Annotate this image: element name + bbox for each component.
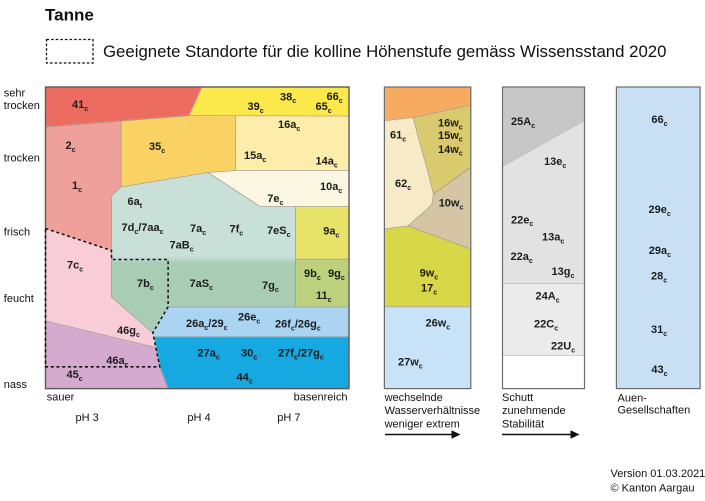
svg-text:7eSc: 7eSc [267,225,291,239]
svg-text:pH 3: pH 3 [76,412,99,424]
svg-text:7bc: 7bc [137,278,154,292]
svg-text:31c: 31c [651,324,667,338]
svg-text:27ac: 27ac [198,348,220,362]
svg-text:25Ac: 25Ac [511,116,535,130]
svg-text:nass: nass [4,379,28,391]
svg-text:trocken: trocken [4,100,40,112]
svg-text:16ac: 16ac [278,119,300,133]
svg-text:Gesellschaften: Gesellschaften [618,405,691,417]
svg-text:44c: 44c [237,372,253,386]
svg-text:17c: 17c [421,283,437,297]
svg-text:45c: 45c [67,369,83,383]
svg-text:22ac: 22ac [511,251,533,265]
svg-text:sauer: sauer [47,391,75,403]
svg-text:7ec: 7ec [267,193,283,207]
svg-text:9gc: 9gc [328,268,345,282]
svg-text:9wc: 9wc [420,268,439,282]
svg-text:66c: 66c [327,91,343,105]
svg-text:35c: 35c [149,141,165,155]
svg-text:Schutt: Schutt [502,392,533,404]
svg-text:14wc: 14wc [438,144,463,158]
svg-text:weniger extrem: weniger extrem [384,419,460,431]
svg-text:7ac: 7ac [190,223,206,237]
svg-text:Geeignete Standorte für die ko: Geeignete Standorte für die kolline Höhe… [103,42,666,61]
svg-text:7cc: 7cc [67,260,83,274]
svg-text:10ac: 10ac [320,181,342,195]
svg-text:27wc: 27wc [398,357,423,371]
svg-text:trocken: trocken [4,153,40,165]
svg-text:10wc: 10wc [439,198,464,212]
svg-text:43c: 43c [651,364,667,378]
svg-text:41c: 41c [72,99,88,113]
svg-text:pH 7: pH 7 [277,412,300,424]
svg-text:15ac: 15ac [244,150,266,164]
svg-text:26ec: 26ec [238,312,260,326]
svg-text:38c: 38c [280,91,296,105]
svg-text:26wc: 26wc [426,318,451,332]
svg-text:26fc/26gc: 26fc/26gc [275,319,321,333]
svg-text:22ec: 22ec [511,214,533,228]
svg-text:Tanne: Tanne [45,6,94,25]
svg-text:24Ac: 24Ac [536,291,560,305]
svg-text:Auen-: Auen- [618,393,648,405]
svg-text:29ec: 29ec [649,204,671,218]
svg-text:13ec: 13ec [544,156,566,170]
svg-text:15wc: 15wc [438,130,463,144]
svg-text:7gc: 7gc [262,280,279,294]
svg-text:frisch: frisch [4,227,30,239]
svg-text:22Cc: 22Cc [534,319,558,333]
svg-text:9bc: 9bc [304,268,321,282]
svg-text:28c: 28c [651,271,667,285]
svg-text:7aBc: 7aBc [170,240,194,254]
svg-text:wechselnde: wechselnde [384,392,443,404]
svg-text:zunehmende: zunehmende [502,405,566,417]
svg-text:Version 01.03.2021: Version 01.03.2021 [611,468,705,480]
svg-text:9ac: 9ac [323,226,339,240]
svg-text:6at: 6at [128,196,143,210]
svg-text:basenreich: basenreich [294,391,348,403]
svg-text:39c: 39c [248,101,264,115]
svg-text:61c: 61c [390,130,406,144]
svg-text:16wc: 16wc [438,118,463,132]
svg-text:© Kanton Aargau: © Kanton Aargau [611,483,695,495]
svg-text:22Uc: 22Uc [551,341,575,355]
svg-text:pH 4: pH 4 [187,412,210,424]
svg-text:14ac: 14ac [316,156,338,170]
svg-text:13ac: 13ac [542,232,564,246]
svg-text:7aSc: 7aSc [190,278,214,292]
svg-text:30c: 30c [241,348,257,362]
svg-text:66c: 66c [651,114,667,128]
svg-text:29ac: 29ac [649,245,671,259]
svg-text:27fc/27gc: 27fc/27gc [278,348,324,362]
svg-text:62c: 62c [395,178,411,192]
svg-text:65c: 65c [316,101,332,115]
svg-text:13gc: 13gc [552,266,575,280]
svg-text:2c: 2c [66,140,76,154]
svg-text:Stabilität: Stabilität [502,419,544,431]
svg-text:1c: 1c [72,180,82,194]
svg-text:26ac/29c: 26ac/29c [186,318,228,332]
svg-text:Wasserverhältnisse: Wasserverhältnisse [385,405,481,417]
svg-text:sehr: sehr [4,87,26,99]
svg-text:feucht: feucht [4,293,34,305]
svg-text:46ac: 46ac [106,355,128,369]
svg-text:46gc: 46gc [117,325,140,339]
svg-text:7dc/7aac: 7dc/7aac [122,222,164,236]
